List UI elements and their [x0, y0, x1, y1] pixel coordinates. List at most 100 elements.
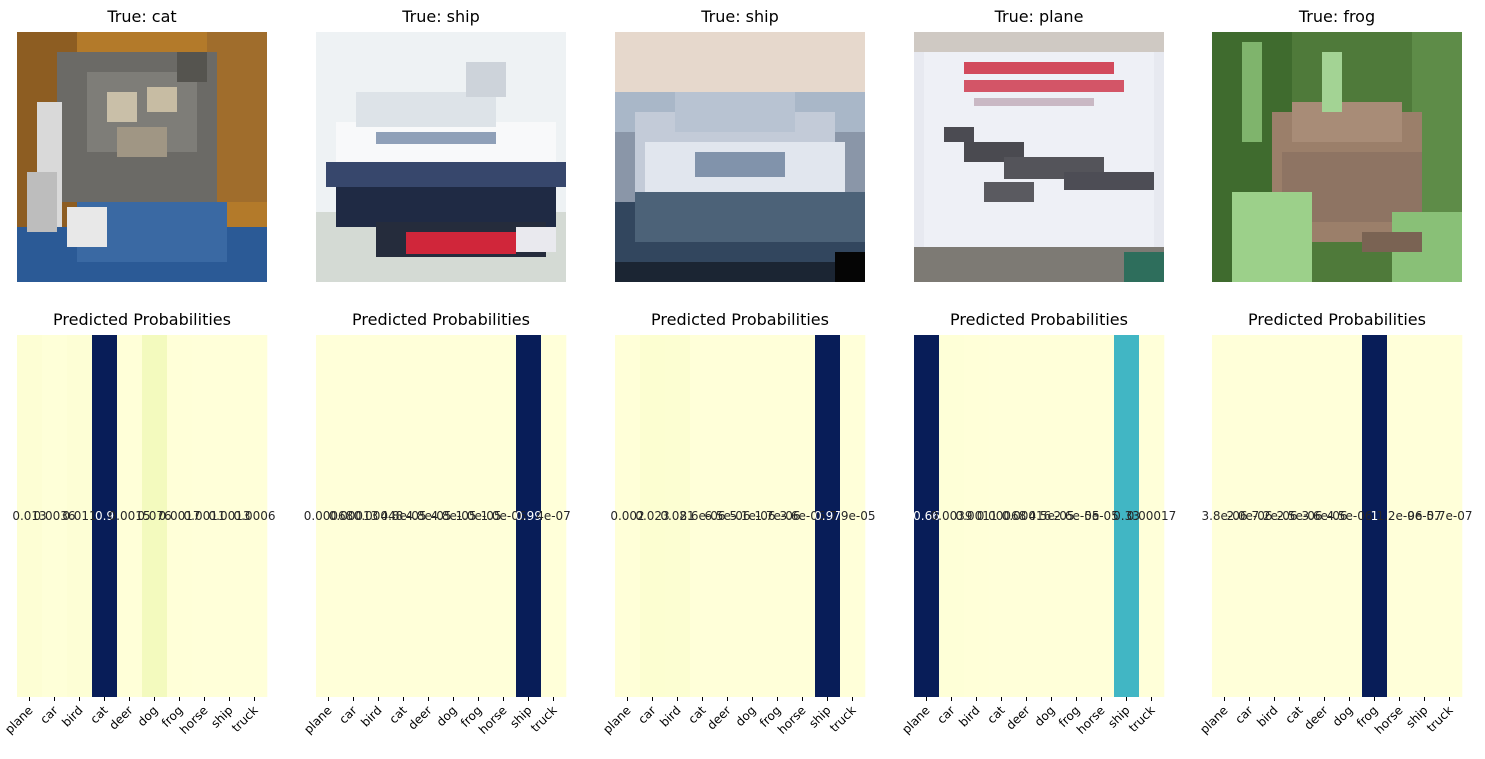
cell-value-label: 4.8e-05 [430, 509, 476, 523]
heatmap-cell-truck [840, 335, 866, 697]
image-title: True: frog [1298, 7, 1376, 26]
x-tick-label: horse [775, 703, 809, 737]
heatmap-cell-ship [1412, 335, 1438, 697]
heatmap-cell-horse [1089, 335, 1115, 697]
heatmap-cell-cat [1287, 335, 1313, 697]
heatmap-cell-truck [1437, 335, 1463, 697]
heatmap-cell-frog [765, 335, 791, 697]
heatmap-cell-cat [92, 335, 118, 697]
heatmap-cell-deer [1014, 335, 1040, 697]
x-tick-label: car [1232, 703, 1255, 726]
x-tick-label: car [934, 703, 957, 726]
image-title: True: ship [701, 7, 779, 26]
x-tick-label: truck [1424, 703, 1456, 735]
heatmap-cell-ship [815, 335, 841, 697]
heatmap-title: Predicted Probabilities [352, 310, 530, 329]
x-tick-label: deer [1301, 703, 1330, 732]
x-tick-label: deer [1003, 703, 1032, 732]
cell-value-label: 0.99 [515, 509, 542, 523]
image-title: True: cat [107, 7, 177, 26]
cell-value-label: 1.2e-06 [1376, 509, 1422, 523]
cell-value-label: 3.6e-06 [779, 509, 825, 523]
x-tick-label: bird [956, 703, 982, 729]
x-tick-label: dog [135, 703, 161, 729]
x-tick-label: dog [1330, 703, 1356, 729]
heatmap-cell-ship [516, 335, 542, 697]
heatmap-cell-cat [989, 335, 1015, 697]
heatmap-cell-dog [1337, 335, 1363, 697]
heatmap-cell-bird [1262, 335, 1288, 697]
cell-value-label: 1.0e-05 [455, 509, 501, 523]
cell-value-label: 4.8e-05 [405, 509, 451, 523]
cell-value-label: 2.0e-06 [1226, 509, 1272, 523]
heatmap-cell-bird [366, 335, 392, 697]
heatmap-cell-horse [790, 335, 816, 697]
cell-value-label: 3.6e-06 [1301, 509, 1347, 523]
x-tick-label: truck [229, 703, 261, 735]
heatmap-cell-cat [391, 335, 417, 697]
probability-heatmap: 0.013 0.0036 0.011 0.9 0.0015 0.076 0.0017 0.00… [2, 335, 276, 737]
cell-value-label: 0.0015 [109, 509, 151, 523]
cell-value-label: 8.6e-06 [679, 509, 725, 523]
x-tick-label: dog [1032, 703, 1058, 729]
x-tick-label: deer [106, 703, 135, 732]
heatmap-cell-dog [1039, 335, 1065, 697]
cell-value-label: 0.33 [1113, 509, 1140, 523]
cell-value-label: 0.0011 [956, 509, 998, 523]
x-tick-label: bird [59, 703, 85, 729]
cell-value-label: 0.00068 [977, 509, 1027, 523]
cell-value-label: 4e-07 [536, 509, 571, 523]
heatmap-cell-frog [1362, 335, 1388, 697]
x-tick-label: horse [476, 703, 510, 737]
x-tick-label: car [37, 703, 60, 726]
x-tick-label: bird [358, 703, 384, 729]
heatmap-cell-car [939, 335, 965, 697]
heatmap-cell-plane [914, 335, 940, 697]
heatmap-cell-car [341, 335, 367, 697]
cell-value-label: 0.00013 [329, 509, 379, 523]
probability-heatmap: 0.00068 0.00013 0.00048 4.8e-05 4.8e-05 4.8e-… [301, 335, 571, 737]
cell-value-label: 5.1e-06 [729, 509, 775, 523]
heatmap-cell-horse [1387, 335, 1413, 697]
cell-value-label: 7.9e-05 [829, 509, 875, 523]
heatmap-cell-bird [964, 335, 990, 697]
cell-value-label: 0.0039 [931, 509, 973, 523]
x-tick-label: plane [899, 703, 932, 736]
heatmap-cell-bird [67, 335, 93, 697]
probability-heatmap: 3.8e-06 2.0e-06 7.2e-06 2.5e-06 3.6e-06 4.5e-… [1197, 335, 1473, 737]
heatmap-cell-horse [491, 335, 517, 697]
heatmap-cell-deer [416, 335, 442, 697]
cell-value-label: 0.002 [610, 509, 644, 523]
sample-image [17, 32, 267, 282]
x-tick-label: truck [528, 703, 560, 735]
heatmap-cell-ship [217, 335, 243, 697]
cell-value-label: 2.6e-05 [1053, 509, 1099, 523]
heatmap-title: Predicted Probabilities [950, 310, 1128, 329]
x-tick-label: car [635, 703, 658, 726]
x-tick-label: bird [1254, 703, 1280, 729]
cell-value-label: 6.5e-06 [704, 509, 750, 523]
cell-value-label: 1 [1371, 509, 1379, 523]
heatmap-title: Predicted Probabilities [1248, 310, 1426, 329]
heatmap-cell-plane [316, 335, 342, 697]
heatmap-cell-frog [167, 335, 193, 697]
cell-value-label: 0.021 [660, 509, 694, 523]
heatmap-cell-truck [1139, 335, 1165, 697]
cell-value-label: 0.076 [137, 509, 171, 523]
heatmap-cell-truck [541, 335, 567, 697]
heatmap-cell-bird [665, 335, 691, 697]
cell-value-label: 0.013 [12, 509, 46, 523]
cell-value-label: 0.9 [95, 509, 114, 523]
cell-value-label: 0.66 [913, 509, 940, 523]
heatmap-cell-car [640, 335, 666, 697]
heatmap-cell-dog [142, 335, 168, 697]
cell-value-label: 0.0006 [234, 509, 276, 523]
heatmap-cell-ship [1114, 335, 1140, 697]
heatmap-title: Predicted Probabilities [651, 310, 829, 329]
heatmap-cell-dog [740, 335, 766, 697]
image-title: True: plane [994, 7, 1084, 26]
x-tick-label: horse [177, 703, 211, 737]
x-tick-label: horse [1074, 703, 1108, 737]
heatmap-title: Predicted Probabilities [53, 310, 231, 329]
